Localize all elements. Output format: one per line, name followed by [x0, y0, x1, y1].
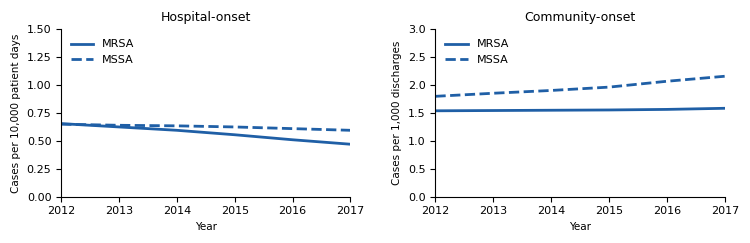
MSSA [288, 127, 297, 130]
Title: Community-onset: Community-onset [524, 11, 636, 24]
Title: Hospital-onset: Hospital-onset [160, 11, 251, 24]
MRSA [720, 107, 729, 110]
Legend: MRSA, MSSA: MRSA, MSSA [67, 35, 139, 69]
Line: MRSA: MRSA [436, 108, 724, 111]
MSSA [431, 95, 440, 98]
MRSA [115, 125, 124, 128]
MSSA [662, 80, 671, 83]
MSSA [547, 89, 556, 92]
MRSA [288, 138, 297, 141]
X-axis label: Year: Year [569, 222, 591, 232]
Line: MRSA: MRSA [62, 124, 350, 144]
MSSA [115, 124, 124, 127]
MRSA [230, 133, 239, 136]
MRSA [662, 108, 671, 111]
Line: MSSA: MSSA [62, 124, 350, 130]
Legend: MRSA, MSSA: MRSA, MSSA [441, 35, 513, 69]
X-axis label: Year: Year [195, 222, 217, 232]
MSSA [230, 125, 239, 128]
MSSA [57, 123, 66, 126]
Y-axis label: Cases per 1,000 discharges: Cases per 1,000 discharges [392, 41, 403, 185]
MRSA [57, 122, 66, 125]
MSSA [172, 124, 182, 127]
Line: MSSA: MSSA [436, 76, 724, 96]
MRSA [346, 143, 355, 146]
MRSA [547, 109, 556, 112]
MSSA [720, 75, 729, 78]
Y-axis label: Cases per 10,000 patient days: Cases per 10,000 patient days [11, 33, 21, 193]
MRSA [604, 109, 613, 112]
MRSA [489, 109, 498, 112]
MRSA [431, 109, 440, 112]
MSSA [604, 86, 613, 89]
MSSA [489, 92, 498, 95]
MRSA [172, 129, 182, 132]
MSSA [346, 129, 355, 132]
